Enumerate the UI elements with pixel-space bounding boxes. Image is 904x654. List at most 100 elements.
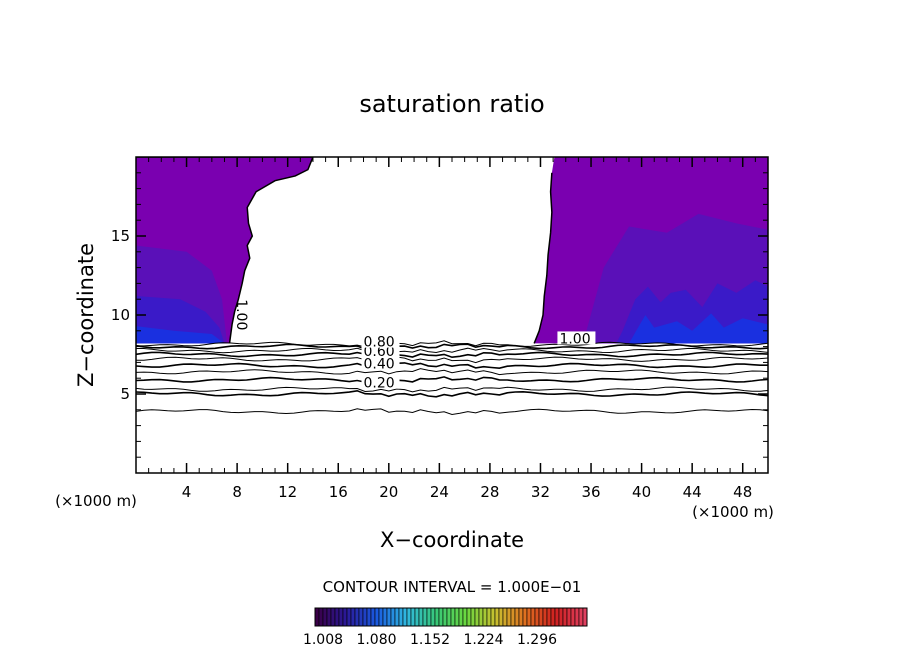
contour-line	[136, 408, 768, 416]
colorbar-segment	[314, 607, 320, 627]
colorbar-label: 1.224	[463, 632, 503, 648]
colorbar-segment	[546, 607, 552, 627]
contour-interval-text: CONTOUR INTERVAL = 1.000E−01	[323, 578, 582, 596]
y-tick-label: 15	[111, 227, 130, 245]
x-tick-label: 8	[232, 483, 242, 501]
x-tick-label: 44	[683, 483, 702, 501]
contour-label: 0.20	[364, 376, 395, 392]
colorbar-segment	[570, 607, 576, 627]
contour-labels: 0.20 0.400.600.80 1.00 1.00	[233, 299, 596, 392]
colorbar-segment	[578, 607, 584, 627]
colorbar-segment	[418, 607, 424, 627]
colorbar-segment	[498, 607, 504, 627]
x-tick-label: 4	[182, 483, 192, 501]
contour-line	[136, 347, 768, 355]
colorbar-segment	[354, 607, 360, 627]
colorbar-segment	[406, 607, 412, 627]
contour-label-bg	[557, 331, 596, 345]
colorbar-segment	[326, 607, 332, 627]
contour-line	[136, 340, 768, 348]
colorbar-segment	[462, 607, 468, 627]
contour-line	[136, 351, 768, 359]
colorbar-segment	[502, 607, 508, 627]
contour-label-bg	[361, 334, 400, 348]
colorbar-segment	[358, 607, 364, 627]
colorbar-segment	[330, 607, 336, 627]
colorbar-segment	[430, 607, 436, 627]
colorbar-segment	[422, 607, 428, 627]
x-axis: 4 8 12 16 20 24 28 32 36 40 44 48	[148, 157, 756, 501]
colorbar-segment	[550, 607, 556, 627]
colorbar-frame	[314, 607, 588, 627]
x-unit-right: (×1000 m)	[692, 503, 774, 521]
colorbar-segment	[506, 607, 512, 627]
y-tick-label: 10	[111, 306, 130, 324]
colorbar-label: 1.080	[356, 632, 396, 648]
colorbar-label: 1.296	[517, 632, 557, 648]
colorbar-segment	[398, 607, 404, 627]
colorbar-segment	[566, 607, 572, 627]
colorbar-segment	[374, 607, 380, 627]
colorbar-segment	[458, 607, 464, 627]
colorbar-segment	[522, 607, 528, 627]
colorbar-segment	[426, 607, 432, 627]
contour-line-1-00-left	[136, 157, 314, 344]
colorbar-segment	[386, 607, 392, 627]
colorbar: 1.008 1.080 1.152 1.224 1.296	[303, 607, 588, 648]
x-tick-label: 28	[480, 483, 499, 501]
contour-line	[136, 376, 768, 383]
colorbar-segment	[574, 607, 580, 627]
contour-label: 1.00	[233, 299, 249, 330]
colorbar-segment	[370, 607, 376, 627]
y-tick-label: 5	[120, 385, 130, 403]
colorbar-segment	[526, 607, 532, 627]
colorbar-segment	[554, 607, 560, 627]
colorbar-segment	[318, 607, 324, 627]
x-tick-label: 12	[278, 483, 297, 501]
contour-lines	[136, 340, 768, 416]
colorbar-segment	[478, 607, 484, 627]
colorbar-segment	[514, 607, 520, 627]
chart-title: saturation ratio	[359, 90, 544, 118]
supersaturation-fill	[136, 157, 768, 344]
colorbar-label: 1.152	[410, 632, 450, 648]
colorbar-segment	[530, 607, 536, 627]
colorbar-segment	[434, 607, 440, 627]
colorbar-segment	[538, 607, 544, 627]
colorbar-segment	[486, 607, 492, 627]
colorbar-segment	[378, 607, 384, 627]
colorbar-segment	[410, 607, 416, 627]
colorbar-segment	[402, 607, 408, 627]
colorbar-segment	[490, 607, 496, 627]
colorbar-segment	[454, 607, 460, 627]
contour-line	[136, 362, 768, 370]
region-left-base	[136, 326, 225, 344]
x-tick-label: 16	[329, 483, 348, 501]
colorbar-segment	[470, 607, 476, 627]
colorbar-label: 1.008	[303, 632, 343, 648]
contour-label: 0.80	[364, 335, 395, 351]
colorbar-segment	[366, 607, 372, 627]
colorbar-segment	[350, 607, 356, 627]
x-axis-label: X−coordinate	[380, 528, 524, 552]
colorbar-segment	[390, 607, 396, 627]
x-unit-left: (×1000 m)	[55, 492, 137, 510]
colorbar-segment	[518, 607, 524, 627]
colorbar-segment	[562, 607, 568, 627]
x-tick-label: 32	[531, 483, 550, 501]
colorbar-segment	[334, 607, 340, 627]
contour-label-bg	[361, 356, 400, 370]
contour-label: 1.00	[559, 331, 590, 347]
x-tick-label: 40	[632, 483, 651, 501]
contour-line-1-00-right	[533, 172, 553, 344]
x-tick-label: 48	[733, 483, 752, 501]
colorbar-segment	[474, 607, 480, 627]
colorbar-segment	[558, 607, 564, 627]
colorbar-segment	[442, 607, 448, 627]
contour-line	[136, 343, 768, 350]
y-axis-label: Z−coordinate	[74, 243, 98, 387]
colorbar-segment	[322, 607, 328, 627]
colorbar-segment	[394, 607, 400, 627]
colorbar-segment	[414, 607, 420, 627]
